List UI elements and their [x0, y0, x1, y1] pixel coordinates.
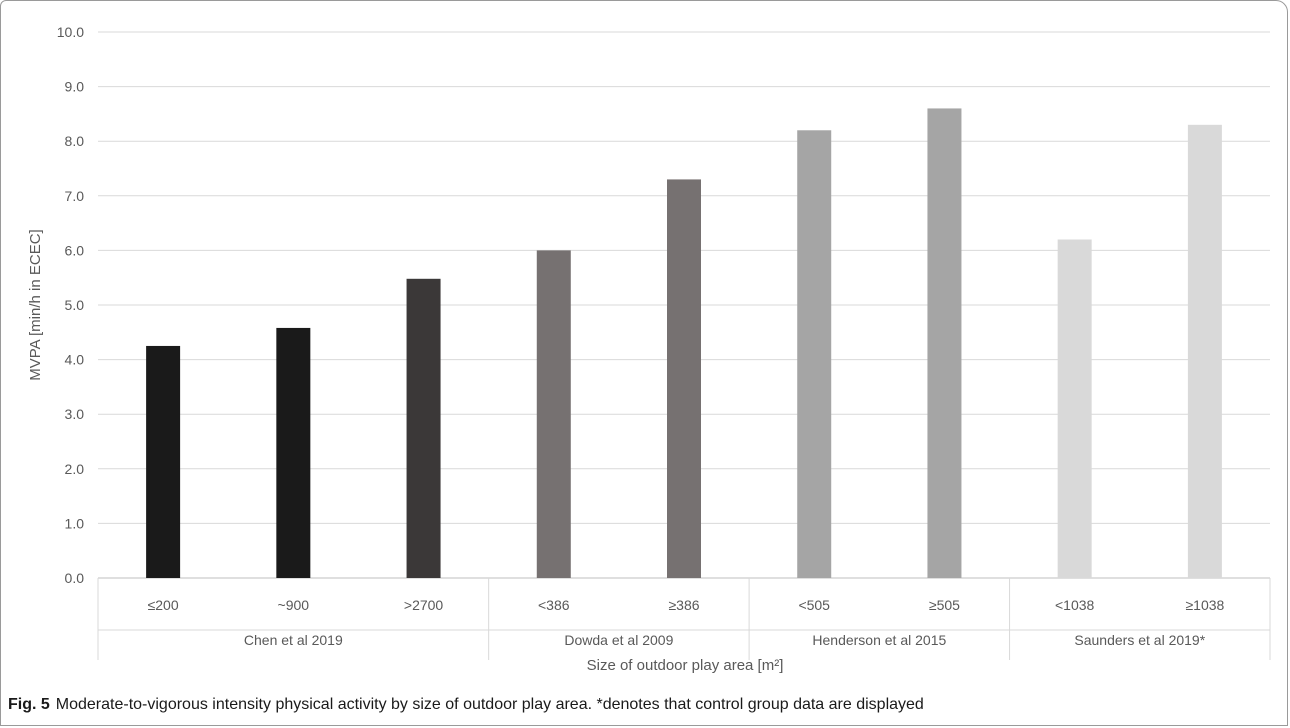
bar: [536, 250, 571, 578]
x-tick-label: <386: [538, 597, 570, 613]
x-tick-label: ≥505: [929, 597, 960, 613]
figure-caption: Fig. 5 Moderate-to-vigorous intensity phy…: [8, 696, 924, 714]
bar: [146, 345, 181, 578]
x-tick-label: ≥1038: [1185, 597, 1224, 613]
y-axis-ticks: 0.0 1.0 2.0 3.0 4.0 5.0 6.0 7.0 8.0 9.0 10.0: [57, 24, 84, 586]
bar: [1187, 124, 1222, 578]
x-tick-label: <505: [798, 597, 830, 613]
y-tick-label: 2.0: [65, 461, 85, 477]
y-tick-label: 10.0: [57, 24, 84, 40]
bar: [797, 130, 832, 578]
group-label: Henderson et al 2015: [812, 632, 946, 648]
x-tick-label: <1038: [1055, 597, 1095, 613]
y-tick-label: 1.0: [65, 515, 85, 531]
x-tick-label: ≥386: [668, 597, 699, 613]
bar: [406, 278, 441, 578]
bar-chart: 0.0 1.0 2.0 3.0 4.0 5.0 6.0 7.0 8.0 9.0 10.0 ≤200 ~…: [27, 24, 1271, 674]
group-label: Saunders et al 2019*: [1074, 632, 1205, 648]
group-label: Dowda et al 2009: [564, 632, 673, 648]
x-tick-label: ≤200: [148, 597, 179, 613]
y-tick-label: 9.0: [65, 79, 85, 95]
group-label: Chen et al 2019: [244, 632, 343, 648]
bar: [1057, 239, 1092, 579]
bar: [667, 179, 701, 579]
figure-label: Fig. 5: [8, 696, 50, 713]
bars: [146, 108, 1222, 579]
bar: [927, 108, 962, 578]
x-axis-categories: ≤200 ~900 >2700 Chen et al 2019 <386 ≥386 Dowd…: [97, 578, 1271, 660]
x-tick-label: >2700: [404, 597, 444, 613]
x-axis-label: Size of outdoor play area [m²]: [587, 657, 784, 674]
y-tick-label: 3.0: [65, 406, 85, 422]
y-tick-label: 6.0: [65, 242, 85, 258]
y-axis-label: MVPA [min/h in ECEC]: [27, 229, 44, 380]
y-tick-label: 4.0: [65, 352, 85, 368]
bar: [276, 327, 311, 578]
y-tick-label: 8.0: [65, 133, 85, 149]
y-tick-label: 5.0: [65, 297, 85, 313]
x-tick-label: ~900: [278, 597, 310, 613]
caption-text: Moderate-to-vigorous intensity physical …: [55, 696, 924, 713]
y-tick-label: 0.0: [65, 570, 85, 586]
y-tick-label: 7.0: [65, 188, 85, 204]
